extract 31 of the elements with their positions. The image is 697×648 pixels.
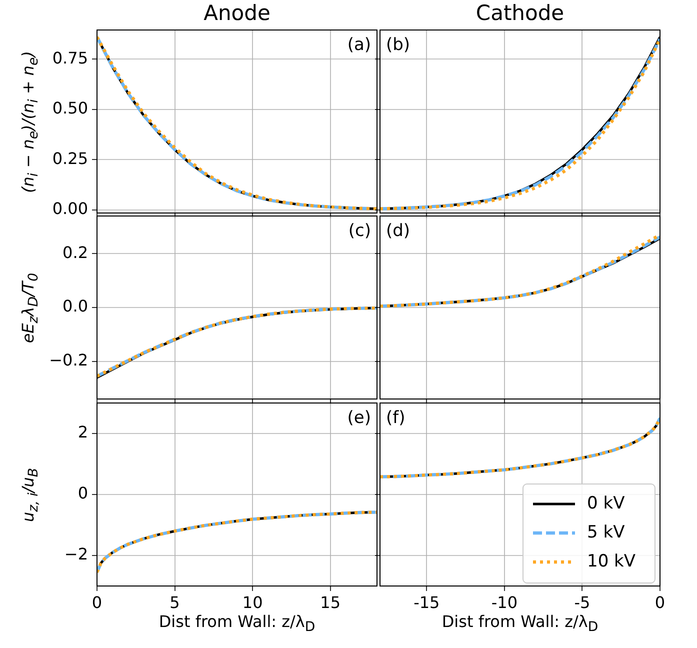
x-tick-label: 10 <box>242 592 263 612</box>
chart-title: Anode <box>202 1 272 25</box>
x-tick-label: 0 <box>654 592 666 612</box>
y-tick-label: −0.2 <box>49 350 88 370</box>
annotation: (b) <box>386 34 410 55</box>
y-tick-label: 0.0 <box>62 296 88 316</box>
annotation: (d) <box>386 220 410 241</box>
y-tick-label: 0.50 <box>52 98 88 118</box>
x-tick-label: 15 <box>320 592 341 612</box>
annotation: (a) <box>347 34 371 55</box>
annotation: (e) <box>347 408 371 428</box>
y-tick-label: 0.75 <box>52 48 88 68</box>
x-tick-label: -10 <box>491 592 518 612</box>
legend-label: 5 kV <box>587 522 626 542</box>
y-tick-label: −2 <box>64 544 88 564</box>
y-tick-label: 0.2 <box>62 242 88 262</box>
y-tick-label: 0.00 <box>52 199 88 218</box>
x-tick-label: 5 <box>170 592 180 612</box>
y-tick-label: 0 <box>78 484 88 503</box>
x-axis-title: Dist from Wall: z/λ$_{D}$ <box>440 612 600 636</box>
x-tick-label: -15 <box>414 592 440 612</box>
legend-label: 0 kV <box>587 493 626 514</box>
annotation: (f) <box>386 408 406 428</box>
x-tick-label: 0 <box>92 592 102 612</box>
y-tick-label: 0.25 <box>52 148 88 168</box>
chart-title: Cathode <box>474 1 566 25</box>
legend-label: 10 kV <box>587 551 636 572</box>
annotation: (c) <box>348 220 371 241</box>
y-tick-label: 2 <box>78 422 88 442</box>
x-tick-label: -5 <box>574 592 590 612</box>
x-axis-title: Dist from Wall: z/λ$_{D}$ <box>158 612 316 636</box>
